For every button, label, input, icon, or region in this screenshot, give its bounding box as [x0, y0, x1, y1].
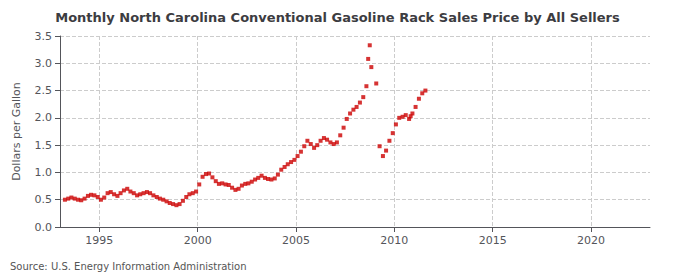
svg-text:Monthly North Carolina Convent: Monthly North Carolina Conventional Gaso…: [55, 10, 620, 25]
svg-text:0.0: 0.0: [35, 221, 53, 234]
svg-text:Source: U.S. Energy Informatio: Source: U.S. Energy Information Administ…: [10, 261, 247, 272]
svg-text:2.0: 2.0: [35, 111, 53, 124]
svg-text:1.0: 1.0: [35, 166, 53, 179]
svg-text:3.5: 3.5: [35, 30, 53, 43]
svg-text:2015: 2015: [479, 234, 507, 247]
svg-text:2000: 2000: [184, 234, 212, 247]
svg-text:Dollars per Gallon: Dollars per Gallon: [10, 82, 23, 181]
svg-text:3.0: 3.0: [35, 57, 53, 70]
svg-text:1.5: 1.5: [35, 139, 53, 152]
svg-text:0.5: 0.5: [35, 193, 53, 206]
svg-text:2020: 2020: [577, 234, 605, 247]
svg-text:1995: 1995: [85, 234, 113, 247]
svg-text:2005: 2005: [282, 234, 310, 247]
svg-text:2.5: 2.5: [35, 84, 53, 97]
svg-text:2010: 2010: [380, 234, 408, 247]
